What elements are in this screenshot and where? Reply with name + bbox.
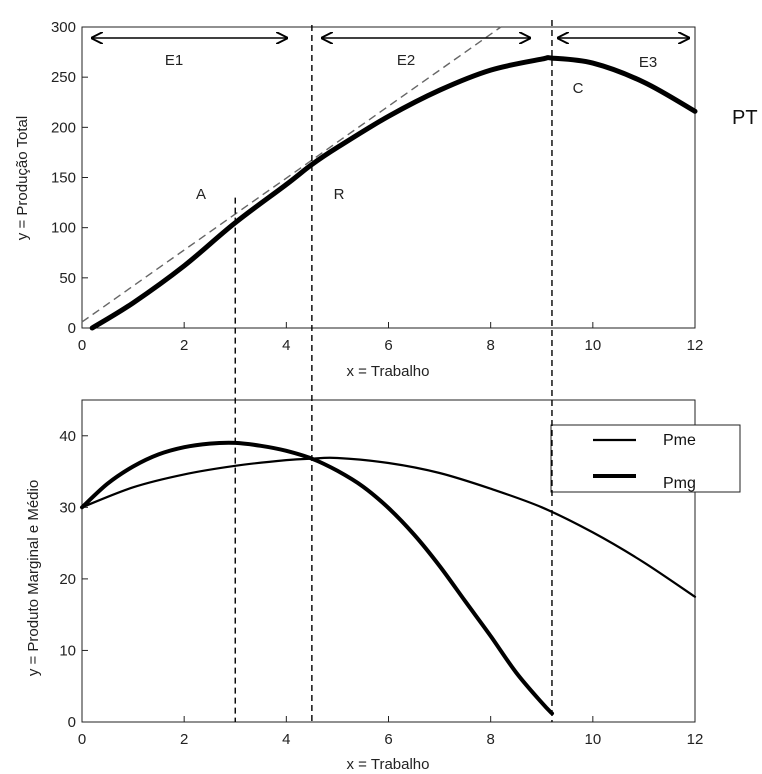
- top-x-tick-label: 2: [180, 337, 188, 354]
- legend-pme-label: Pme: [663, 432, 696, 449]
- stage-e2-label: E2: [397, 52, 415, 69]
- bottom-y-tick-label: 30: [59, 499, 76, 516]
- bottom-y-tick-label: 20: [59, 571, 76, 588]
- bottom-x-tick-label: 12: [687, 731, 704, 748]
- point-r-label: R: [334, 186, 345, 203]
- top-x-tick-label: 0: [78, 337, 86, 354]
- bottom-y-axis-label: y = Produto Marginal e Médio: [25, 480, 42, 676]
- top-y-tick-label: 100: [51, 220, 76, 237]
- top-y-tick-label: 250: [51, 69, 76, 86]
- pmg-curve: [80, 440, 554, 716]
- bottom-y-ticks: 0 10 20 30 40: [59, 428, 88, 731]
- top-x-axis-label: x = Trabalho: [347, 363, 430, 380]
- bottom-x-tick-label: 10: [584, 731, 601, 748]
- pt-curve: [89, 55, 698, 331]
- bottom-y-tick-label: 10: [59, 642, 76, 659]
- legend-box: [550, 424, 741, 493]
- top-plot-frame: [81, 26, 696, 329]
- top-x-tick-label: 10: [584, 337, 601, 354]
- top-x-tick-label: 4: [282, 337, 290, 354]
- top-y-tick-label: 300: [51, 19, 76, 36]
- bottom-x-axis-label: x = Trabalho: [347, 756, 430, 773]
- bottom-x-tick-label: 2: [180, 731, 188, 748]
- stage-e1-label: E1: [165, 52, 183, 69]
- legend-pmg-label: Pmg: [663, 475, 696, 492]
- top-chart: 0 2 4 6 8 10 12 0 50 100 150 200 250 300 x = Trabalh…: [14, 19, 758, 380]
- pme-curve: [80, 456, 697, 598]
- top-y-tick-label: 0: [68, 320, 76, 337]
- bottom-y-tick-label: 40: [59, 428, 76, 445]
- top-y-axis-label: y = Produção Total: [14, 116, 31, 240]
- top-x-ticks: 0 2 4 6 8 10 12: [78, 322, 704, 354]
- pt-series-label: PT: [732, 107, 758, 129]
- bottom-x-tick-label: 4: [282, 731, 290, 748]
- stage-e3-label: E3: [639, 54, 657, 71]
- point-a-label: A: [196, 186, 206, 203]
- bottom-x-tick-label: 8: [486, 731, 494, 748]
- bottom-x-ticks: 0 2 4 6 8 10 12: [78, 716, 704, 748]
- top-y-tick-label: 150: [51, 170, 76, 187]
- bottom-y-tick-label: 0: [68, 714, 76, 731]
- top-y-tick-label: 200: [51, 119, 76, 136]
- top-x-tick-label: 12: [687, 337, 704, 354]
- bottom-chart: 0 2 4 6 8 10 12 0 10 20 30 40 x = Trabalho y = Pro…: [25, 399, 741, 773]
- bottom-x-tick-label: 6: [384, 731, 392, 748]
- bottom-x-tick-label: 0: [78, 731, 86, 748]
- point-c-label: C: [573, 80, 584, 97]
- top-y-tick-label: 50: [59, 270, 76, 287]
- top-x-tick-label: 8: [486, 337, 494, 354]
- top-y-ticks: 0 50 100 150 200 250 300: [51, 19, 88, 337]
- tangent-dashed-line: [81, 26, 502, 323]
- shared-reference-lines: [234, 20, 553, 722]
- legend: Pme Pmg: [550, 424, 741, 493]
- top-x-tick-label: 6: [384, 337, 392, 354]
